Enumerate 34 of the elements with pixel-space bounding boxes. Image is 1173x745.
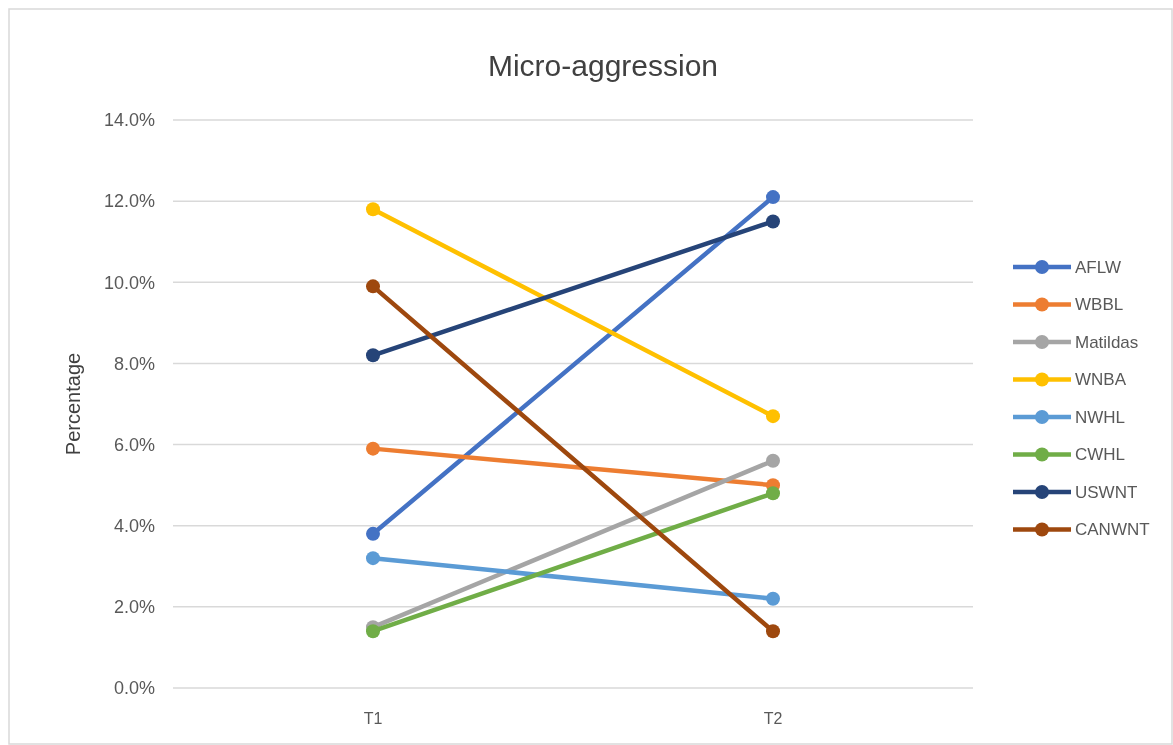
x-tick-label: T1 bbox=[363, 710, 383, 727]
y-tick-label: 10.0% bbox=[103, 272, 155, 293]
x-tick-label: T2 bbox=[763, 710, 783, 727]
legend-label: CWHL bbox=[1075, 445, 1126, 465]
y-tick-label: 12.0% bbox=[103, 191, 155, 212]
legend-label: USWNT bbox=[1075, 482, 1138, 502]
point bbox=[366, 551, 380, 566]
y-tick-label: 8.0% bbox=[113, 353, 155, 374]
point bbox=[766, 624, 780, 639]
point bbox=[366, 624, 380, 639]
y-tick-label: 14.0% bbox=[103, 110, 155, 131]
y-axis-title: Percentage bbox=[62, 352, 84, 456]
legend-label: AFLW bbox=[1075, 257, 1121, 277]
y-tick-label: 2.0% bbox=[113, 597, 155, 618]
legend-label: NWHL bbox=[1075, 407, 1126, 427]
y-tick-label: 4.0% bbox=[113, 516, 155, 537]
point bbox=[766, 591, 780, 606]
point bbox=[766, 409, 780, 424]
point bbox=[366, 526, 380, 541]
point bbox=[766, 214, 780, 229]
legend-label: WBBL bbox=[1075, 295, 1124, 315]
y-tick-label: 6.0% bbox=[113, 434, 155, 455]
legend-label: WNBA bbox=[1075, 370, 1127, 390]
legend-label: CANWNT bbox=[1075, 520, 1150, 540]
chart-title: Micro-aggression bbox=[487, 49, 719, 82]
point bbox=[766, 453, 780, 468]
point bbox=[366, 202, 380, 217]
y-tick-label: 0.0% bbox=[113, 678, 155, 699]
point bbox=[366, 279, 380, 294]
point bbox=[366, 441, 380, 456]
point bbox=[766, 190, 780, 205]
point bbox=[366, 348, 380, 363]
legend-label: Matildas bbox=[1075, 332, 1139, 352]
point bbox=[766, 486, 780, 501]
